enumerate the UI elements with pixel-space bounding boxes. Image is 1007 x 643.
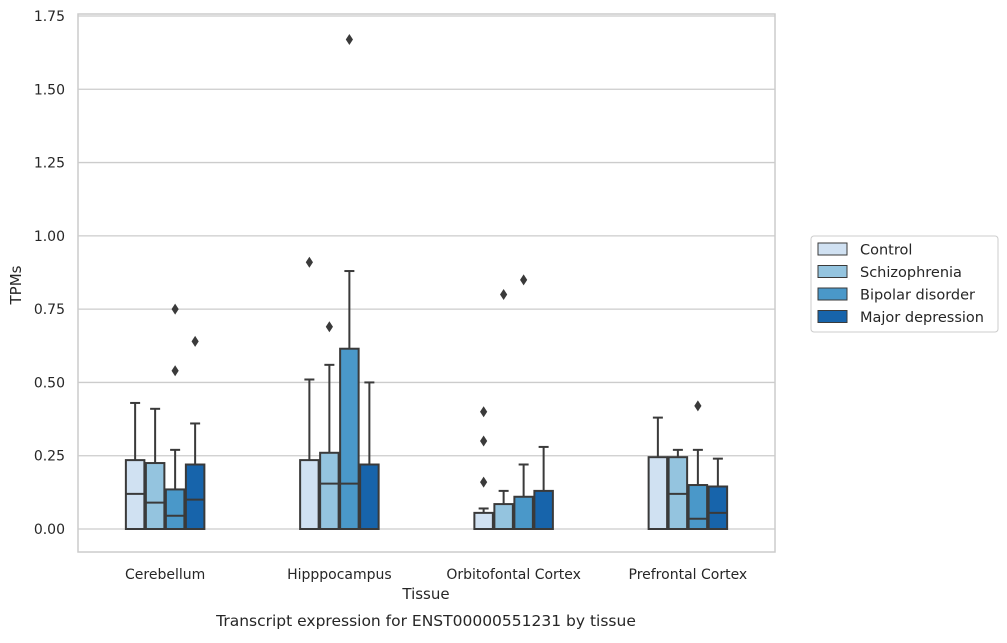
- legend-swatch: [817, 287, 848, 301]
- box-2-3: [493, 288, 514, 530]
- outlier-point: [480, 406, 488, 418]
- y-axis-label: TPMs: [7, 265, 25, 305]
- legend-frame: [810, 235, 999, 333]
- box-body: [473, 511, 494, 530]
- box-body: [513, 495, 534, 530]
- y-tick-label: 0.50: [34, 375, 65, 391]
- legend-label: Schizophrenia: [860, 265, 962, 281]
- x-tick-label: Orbitofontal Cortex: [446, 567, 581, 583]
- box-body: [164, 488, 186, 531]
- box-2-1: [144, 407, 166, 530]
- x-tick-label: Prefrontal Cortex: [629, 567, 748, 583]
- box-body: [299, 459, 320, 530]
- grid-lines: [78, 15, 775, 530]
- y-tick-label: 0.00: [34, 522, 65, 538]
- box-4-2: [359, 381, 380, 531]
- x-tick-label: Cerebellum: [125, 567, 205, 583]
- box-1-3: [473, 406, 494, 530]
- box-3-3: [513, 274, 534, 530]
- y-axis-ticks: 0.00 0.25 0.50 0.75 1.00 1.25 1.50 1.75: [34, 9, 65, 538]
- box-3-1: [164, 303, 186, 531]
- plot-area-frame: [77, 13, 776, 553]
- box-3-2: [339, 33, 360, 530]
- outlier-point: [345, 33, 353, 45]
- box-body: [339, 347, 360, 530]
- box-1-1: [124, 401, 146, 530]
- x-axis-label: Tissue: [401, 585, 449, 603]
- y-tick-label: 1.25: [34, 156, 65, 172]
- legend-swatch: [817, 265, 848, 278]
- outlier-point: [480, 476, 488, 488]
- box-body: [319, 451, 340, 531]
- outlier-point: [520, 274, 528, 286]
- box-body: [533, 489, 554, 530]
- box-4-3: [533, 445, 554, 530]
- box-3-4: [687, 400, 709, 530]
- legend: Control Schizophrenia Bipolar disorder Majo…: [810, 235, 999, 333]
- y-tick-label: 1.00: [34, 229, 65, 245]
- box-1-2: [299, 256, 320, 530]
- outlier-point: [325, 321, 333, 333]
- outlier-point: [171, 303, 179, 315]
- outlier-point: [171, 365, 179, 377]
- legend-label: Control: [860, 243, 912, 259]
- chart-caption: Transcript expression for ENST0000055123…: [215, 612, 636, 630]
- legend-label: Major depression: [860, 310, 984, 326]
- box-4-4: [707, 457, 729, 531]
- box-body: [144, 462, 166, 530]
- outlier-point: [480, 435, 488, 447]
- box-body: [359, 463, 380, 531]
- x-axis-ticks: Cerebellum Hipppocampus Orbitofontal Corte…: [125, 567, 747, 583]
- outlier-point: [191, 335, 199, 347]
- legend-label: Bipolar disorder: [860, 288, 975, 304]
- box-body: [647, 456, 669, 530]
- box-body: [707, 485, 729, 531]
- box-body: [493, 503, 514, 530]
- outlier-point: [694, 400, 702, 412]
- y-tick-label: 0.25: [34, 449, 65, 465]
- box-1-4: [647, 416, 669, 530]
- legend-swatch: [817, 242, 848, 256]
- outlier-point: [305, 256, 313, 268]
- y-tick-label: 1.75: [34, 9, 65, 25]
- y-tick-label: 1.50: [34, 82, 65, 98]
- legend-swatch: [817, 310, 848, 323]
- box-2-4: [667, 448, 689, 530]
- box-2-2: [319, 321, 340, 531]
- x-tick-label: Hipppocampus: [287, 567, 392, 583]
- box-4-1: [184, 335, 206, 531]
- box-groups: [124, 33, 729, 531]
- outlier-point: [500, 288, 508, 300]
- box-body: [687, 484, 709, 530]
- y-tick-label: 0.75: [34, 302, 65, 318]
- box-body: [184, 463, 206, 531]
